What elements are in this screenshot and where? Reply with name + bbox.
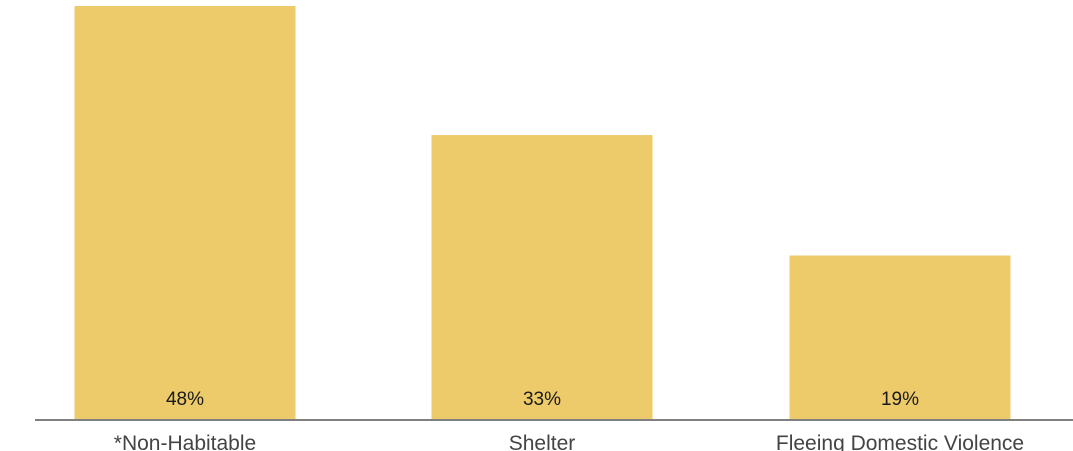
bar-0 <box>74 6 296 419</box>
category-label-0: *Non-Habitable <box>114 432 256 451</box>
bar-value-label-0: 48% <box>166 389 204 410</box>
category-label-1: Shelter <box>509 432 576 451</box>
bar-value-label-1: 33% <box>523 389 561 410</box>
bar-value-label-2: 19% <box>881 389 919 410</box>
bar-1 <box>431 135 653 419</box>
bar-2 <box>789 255 1011 419</box>
category-labels-group: *Non-Habitable Shelter Fleeing Domestic Vi… <box>114 432 1024 451</box>
category-label-2: Fleeing Domestic Violence <box>776 432 1024 451</box>
bars-group: 48% 33% 19% <box>74 6 1011 419</box>
